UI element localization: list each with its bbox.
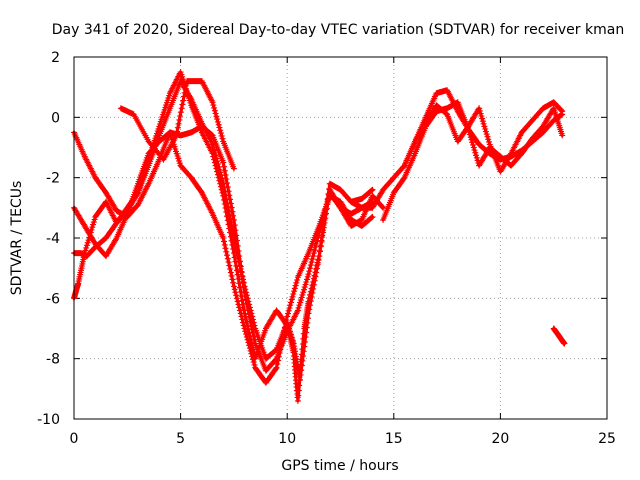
y-tick-label: 2 [51, 50, 60, 66]
y-tick-label: -8 [46, 352, 60, 368]
series-layer [71, 69, 568, 404]
y-axis-label: SDTVAR / TECUs [9, 181, 25, 296]
chart-title: Day 341 of 2020, Sidereal Day-to-day VTE… [52, 22, 624, 38]
y-tick-label: 0 [51, 110, 60, 126]
x-tick-label: 20 [491, 431, 509, 447]
x-tick-label: 5 [176, 431, 185, 447]
x-tick-label: 25 [598, 431, 616, 447]
series-markers [117, 78, 237, 172]
series-track-8 [401, 99, 566, 175]
tick-layer: 0 5 10 15 20 25 -10 -8 -6 -4 -2 0 2 [37, 50, 616, 447]
x-tick-label: 10 [278, 431, 296, 447]
series-markers [550, 325, 568, 347]
y-tick-label: -4 [46, 231, 60, 247]
x-tick-label: 15 [385, 431, 403, 447]
y-tick-label: -2 [46, 171, 60, 187]
y-tick-label: -6 [46, 291, 60, 307]
plot-frame [73, 56, 608, 420]
series-markers [401, 99, 566, 175]
series-track-5 [117, 78, 237, 172]
x-axis-label: GPS time / hours [281, 458, 398, 474]
series-track-9 [550, 325, 568, 347]
x-tick-label: 0 [70, 431, 79, 447]
y-tick-label: -10 [37, 412, 60, 428]
